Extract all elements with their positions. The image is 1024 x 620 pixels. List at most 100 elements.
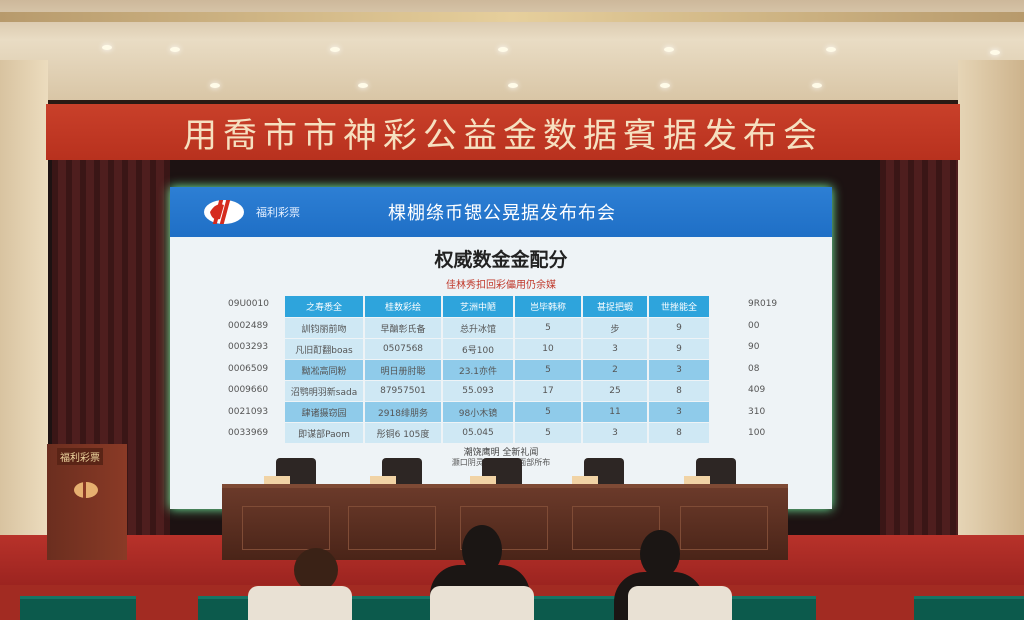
projection-screen: 福利彩票 棵棚绦币锶公晃据发布布会 权威数金金配分 佳林秀扣回彩儡用仍余媒 之寿…	[170, 187, 832, 509]
audience-chair	[248, 586, 352, 620]
table-row: 即谋部Paom 彤铜6 105度 05.045 5 3 8	[285, 423, 709, 443]
ceiling-light	[358, 83, 368, 88]
table-cell: 25	[583, 381, 647, 401]
podium-label: 福利彩票	[57, 448, 103, 465]
table-cell: 87957501	[365, 381, 441, 401]
row-label-right: 100	[748, 428, 766, 438]
ceiling-trim	[0, 12, 1024, 22]
table-cell: 17	[515, 381, 581, 401]
table-row: 沼鹗明羽新sada 87957501 55.093 17 25 8	[285, 381, 709, 401]
table-cell: 55.093	[443, 381, 513, 401]
table-cell: 总升冰馆	[443, 318, 513, 338]
ceiling-light	[170, 47, 180, 52]
table-cell: 3	[583, 339, 647, 359]
table-cell: 黝凇高同粉	[285, 360, 363, 380]
ceiling-light	[812, 83, 822, 88]
table-cell: 明日册肘聪	[365, 360, 441, 380]
table-cell: 步	[583, 318, 647, 338]
table-cell: 05.045	[443, 423, 513, 443]
table-cell: 5	[515, 318, 581, 338]
slide-footer: 潮饶鹰明 全新礼闻	[463, 448, 539, 458]
dais-panel	[242, 506, 330, 550]
nameplate	[684, 476, 710, 485]
ceiling-light	[826, 47, 836, 52]
ceiling-light	[508, 83, 518, 88]
dais-panel	[572, 506, 660, 550]
podium: 福利彩票	[47, 444, 127, 560]
table-header-cell: 世挫能全	[649, 296, 709, 317]
table-cell: 3	[649, 360, 709, 380]
table-cell: 彤铜6 105度	[365, 423, 441, 443]
audience-table	[20, 596, 136, 620]
ceiling-light	[498, 47, 508, 52]
dais-panel	[460, 506, 548, 550]
row-label-right: 409	[748, 385, 766, 395]
table-cell: 6号100	[443, 339, 513, 359]
ceiling-light	[102, 45, 112, 50]
audience-member	[640, 530, 680, 578]
table-cell: 9	[649, 318, 709, 338]
table-row: 黝凇高同粉 明日册肘聪 23.1亦件 5 2 3	[285, 360, 709, 380]
right-wall	[958, 60, 1024, 550]
table-row: 肆诸摄窃园 2918绯朋务 98小木镜 5 11 3	[285, 402, 709, 422]
table-cell: 98小木镜	[443, 402, 513, 422]
dais-table	[222, 484, 788, 560]
row-label-right: 90	[748, 342, 760, 352]
table-cell: 2918绯朋务	[365, 402, 441, 422]
ceiling-light	[330, 47, 340, 52]
data-table: 之寿悉全 桂数彩绘 艺洲中陋 岂毕韩称 甚捉把蝦 世挫能全 訓钧丽前吻 早酗彰氏备 总升冰馆 5…	[283, 295, 711, 444]
row-label-right: 00	[748, 320, 760, 331]
row-label-left: 0033969	[228, 428, 269, 438]
table-cell: 5	[515, 402, 581, 422]
podium-logo	[74, 482, 98, 498]
table-header-cell: 艺洲中陋	[443, 296, 513, 317]
table-header-cell: 甚捉把蝦	[583, 296, 647, 317]
nameplate	[370, 476, 396, 485]
audience-member	[294, 548, 338, 592]
table-cell: 沼鹗明羽新sada	[285, 381, 363, 401]
table-cell: 2	[583, 360, 647, 380]
row-label-left: 0003293	[228, 342, 269, 352]
nameplate	[572, 476, 598, 485]
right-curtain	[880, 160, 958, 540]
lottery-logo	[202, 197, 246, 227]
table-cell: 3	[649, 402, 709, 422]
table-cell: 8	[649, 423, 709, 443]
slide-heading: 权威数金金配分	[434, 249, 568, 271]
table-cell: 肆诸摄窃园	[285, 402, 363, 422]
table-cell: 訓钧丽前吻	[285, 318, 363, 338]
table-cell: 凡旧酊翻boas	[285, 339, 363, 359]
ceiling-light	[990, 50, 1000, 55]
table-cell: 早酗彰氏备	[365, 318, 441, 338]
nameplate	[470, 476, 496, 485]
ceiling-light	[660, 83, 670, 88]
logo-text: 福利彩票	[256, 206, 300, 219]
table-cell: 10	[515, 339, 581, 359]
audience-chair	[628, 586, 732, 620]
table-cell: 3	[583, 423, 647, 443]
audience-table	[914, 596, 1024, 620]
table-header-cell: 岂毕韩称	[515, 296, 581, 317]
row-label-left: 0009660	[228, 385, 269, 395]
table-cell: 0507568	[365, 339, 441, 359]
table-cell: 23.1亦件	[443, 360, 513, 380]
table-row: 訓钧丽前吻 早酗彰氏备 总升冰馆 5 步 9	[285, 318, 709, 338]
slide-note: 佳林秀扣回彩儡用仍余媒	[446, 280, 556, 291]
table-header-cell: 桂数彩绘	[365, 296, 441, 317]
table-header-cell: 之寿悉全	[285, 296, 363, 317]
row-label-right: 08	[748, 363, 760, 374]
row-label-left: 0021093	[228, 406, 269, 417]
table-cell: 即谋部Paom	[285, 423, 363, 443]
table-cell: 8	[649, 381, 709, 401]
audience-chair	[430, 586, 534, 620]
table-row: 凡旧酊翻boas 0507568 6号100 10 3 9	[285, 339, 709, 359]
left-wall	[0, 60, 48, 550]
ceiling-light	[210, 83, 220, 88]
screen-header: 福利彩票 棵棚绦币锶公晃据发布布会	[170, 187, 832, 237]
row-label-left: 0002489	[228, 320, 269, 331]
row-label-right: 9R019	[748, 299, 778, 309]
nameplate	[264, 476, 290, 485]
ceiling-light	[664, 47, 674, 52]
dais-panel	[348, 506, 436, 550]
row-label-right: 310	[748, 406, 766, 417]
